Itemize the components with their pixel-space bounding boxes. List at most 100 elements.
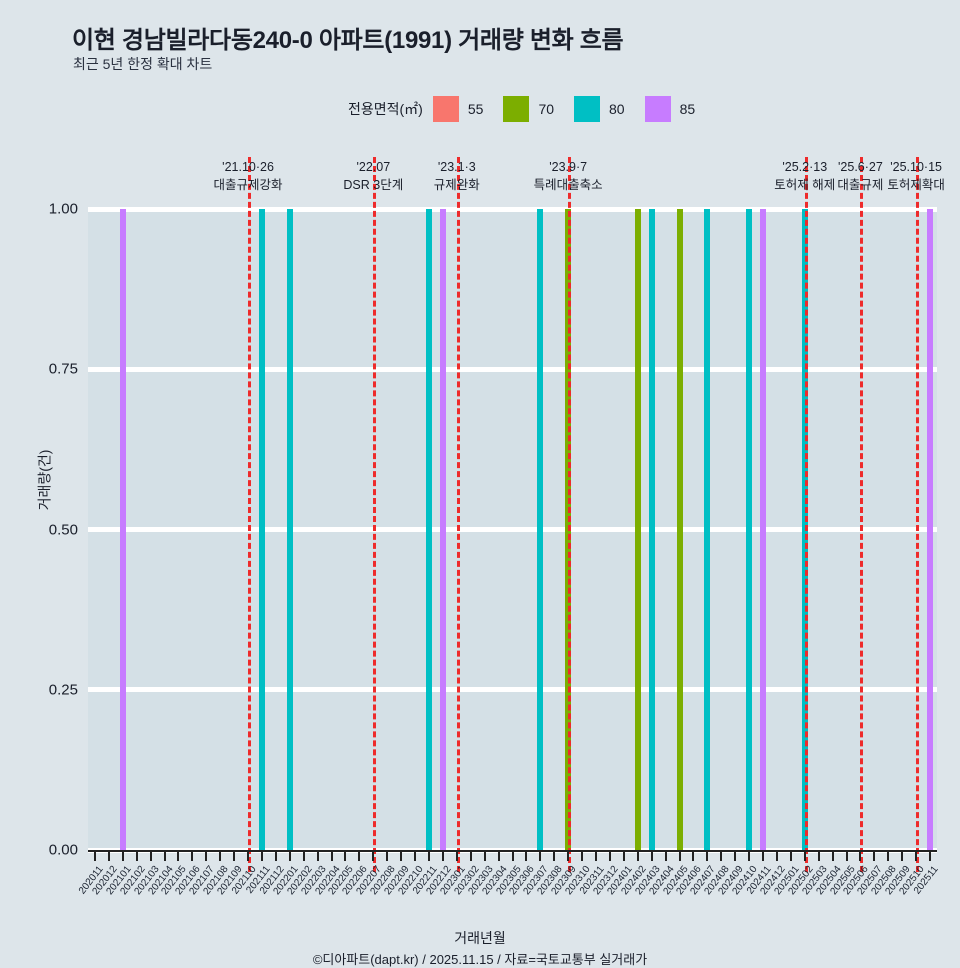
annotation-text: 특례대출축소 bbox=[533, 178, 603, 193]
x-tick-mark bbox=[163, 852, 166, 861]
page-title: 이현 경남빌라다동240-0 아파트(1991) 거래량 변화 흐름 bbox=[72, 27, 624, 54]
legend-swatch-80 bbox=[574, 96, 601, 122]
annotation-date: '25.2·13 bbox=[782, 160, 828, 174]
gridline bbox=[88, 206, 937, 212]
annotation-text: 규제완화 bbox=[433, 178, 480, 193]
event-line-202207 bbox=[373, 157, 377, 872]
annotation-text: DSR 3단계 bbox=[343, 178, 404, 193]
y-tick-label: 0.00 bbox=[48, 841, 78, 859]
annotation-date: '21.10·26 bbox=[222, 160, 274, 174]
bar-202402-70[interactable] bbox=[634, 209, 641, 850]
x-tick-mark bbox=[358, 852, 361, 861]
x-tick-mark bbox=[511, 852, 514, 861]
x-tick-mark bbox=[400, 852, 403, 861]
x-tick-mark bbox=[316, 852, 319, 861]
x-tick-mark bbox=[233, 852, 236, 861]
x-tick-mark bbox=[344, 852, 347, 861]
bar-202101-85[interactable] bbox=[119, 209, 126, 850]
x-tick-mark bbox=[469, 852, 472, 861]
legend-item-70[interactable]: 70 bbox=[503, 96, 566, 122]
x-tick-mark bbox=[191, 852, 194, 861]
bar-202111-80[interactable] bbox=[258, 209, 265, 850]
y-axis-title: 거래량(건) bbox=[36, 449, 53, 511]
x-tick-mark bbox=[274, 852, 277, 861]
footer-wrap: ©디아파트(dapt.kr) / 2025.11.15 / 자료=국토교통부 실… bbox=[0, 925, 960, 968]
bar-202201-80[interactable] bbox=[286, 209, 293, 850]
x-axis-title: 거래년월 bbox=[454, 930, 506, 946]
y-tick-label: 0.50 bbox=[48, 521, 78, 538]
x-tick-mark bbox=[678, 852, 681, 861]
x-tick-mark bbox=[664, 852, 667, 861]
y-tick-label: 1.00 bbox=[48, 200, 78, 218]
x-tick-mark bbox=[567, 852, 570, 861]
x-tick-mark bbox=[650, 852, 653, 861]
x-axis-line bbox=[88, 850, 937, 852]
x-tick-mark bbox=[692, 852, 695, 861]
gridline bbox=[88, 687, 937, 693]
x-tick-mark bbox=[302, 852, 305, 861]
legend-swatch-70 bbox=[503, 96, 530, 122]
x-tick-mark bbox=[455, 852, 458, 861]
x-tick-mark bbox=[887, 852, 890, 861]
annotation-text: 대출규제강화 bbox=[213, 178, 283, 193]
bar-202307-80[interactable] bbox=[537, 209, 544, 850]
annotation-text: 대출규제 bbox=[837, 178, 884, 193]
x-tick-mark bbox=[762, 852, 765, 861]
bar-202410-80[interactable] bbox=[746, 209, 753, 850]
x-tick-mark bbox=[177, 852, 180, 861]
x-tick-mark bbox=[135, 852, 138, 861]
annotation-date: '23.1·3 bbox=[437, 160, 476, 174]
page-subtitle: 최근 5년 한정 확대 차트 bbox=[73, 56, 213, 72]
x-tick-mark bbox=[789, 852, 792, 861]
x-tick-mark bbox=[595, 852, 597, 861]
legend-item-85[interactable]: 85 bbox=[644, 96, 708, 122]
x-tick-mark bbox=[372, 852, 375, 861]
x-tick-mark bbox=[720, 852, 723, 861]
x-tick-mark bbox=[553, 852, 556, 861]
annotation-202110: '21.10·26 대출규제강화 bbox=[214, 158, 283, 194]
gridline bbox=[88, 366, 937, 372]
event-line-202510 bbox=[916, 157, 920, 872]
y-tick-label: 0.75 bbox=[48, 360, 78, 378]
x-tick-mark bbox=[636, 852, 639, 861]
event-line-202301 bbox=[456, 157, 460, 872]
x-tick-mark bbox=[525, 852, 528, 861]
x-tick-mark bbox=[831, 852, 834, 861]
annotation-202510: '25.10·15 토허제확대 bbox=[887, 158, 945, 194]
x-tick-mark bbox=[483, 852, 486, 861]
x-tick-mark bbox=[706, 852, 709, 861]
x-tick-mark bbox=[915, 852, 918, 861]
x-tick-mark bbox=[247, 852, 250, 861]
bar-202411-85[interactable] bbox=[760, 209, 767, 850]
footer-credit: ©디아파트(dapt.kr) / 2025.11.15 / 자료=국토교통부 실… bbox=[312, 952, 648, 967]
legend-item-80[interactable]: 80 bbox=[574, 96, 637, 122]
event-line-202110 bbox=[248, 157, 252, 872]
event-line-202309 bbox=[568, 157, 572, 872]
annotation-202506: '25.6·27 대출규제 bbox=[837, 158, 883, 194]
legend-label-70: 70 bbox=[538, 101, 555, 117]
bar-202211-80[interactable] bbox=[425, 209, 432, 850]
annotation-202207: '22.07 DSR 3단계 bbox=[343, 158, 403, 194]
x-tick-mark bbox=[845, 852, 848, 861]
x-tick-mark bbox=[441, 852, 444, 861]
x-tick-mark bbox=[803, 852, 806, 861]
event-line-202502 bbox=[804, 157, 808, 872]
x-tick-mark bbox=[121, 852, 124, 861]
x-tick-mark bbox=[929, 852, 932, 861]
bar-202403-80[interactable] bbox=[648, 209, 655, 850]
legend-item-55[interactable]: 55 bbox=[432, 96, 496, 122]
x-tick-mark bbox=[205, 852, 208, 861]
x-tick-mark bbox=[149, 852, 152, 861]
bar-202407-80[interactable] bbox=[704, 209, 711, 850]
x-tick-mark bbox=[219, 852, 222, 861]
x-tick-mark bbox=[608, 852, 611, 861]
bar-202511-85[interactable] bbox=[927, 209, 934, 850]
annotation-text: 토허제확대 bbox=[887, 178, 945, 193]
x-tick-mark bbox=[539, 852, 542, 861]
bar-202405-70[interactable] bbox=[676, 209, 683, 850]
x-tick-mark bbox=[817, 852, 820, 861]
x-tick-mark bbox=[901, 852, 904, 861]
annotation-date: '25.6·27 bbox=[838, 160, 883, 174]
bar-202212-85[interactable] bbox=[439, 209, 446, 850]
